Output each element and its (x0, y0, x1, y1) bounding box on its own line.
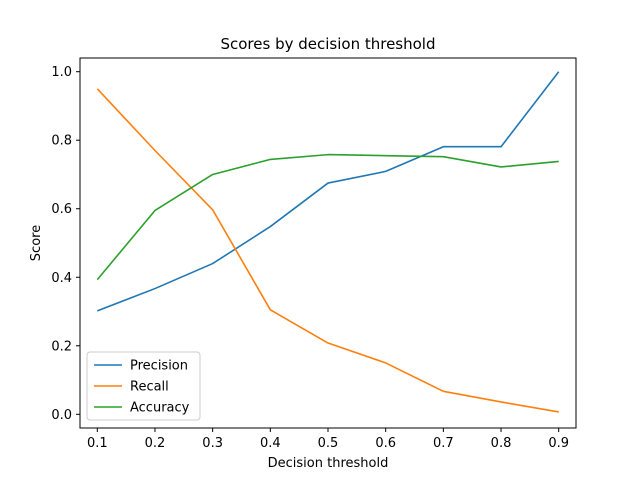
x-tick-label: 0.6 (375, 436, 396, 451)
legend-label-precision: Precision (130, 359, 188, 374)
legend-label-accuracy: Accuracy (130, 401, 190, 416)
chart-title: Scores by decision threshold (220, 35, 435, 53)
x-tick-label: 0.3 (202, 436, 223, 451)
series-line-accuracy (96, 153, 559, 281)
x-tick-label: 0.1 (87, 436, 108, 451)
y-axis-ticks: 0.0 0.2 0.4 0.6 0.8 1.0 (51, 65, 80, 423)
x-tick-label: 0.5 (318, 436, 339, 451)
plot-lines (96, 71, 560, 413)
x-axis-ticks: 0.1 0.2 0.3 0.4 0.5 0.6 0.7 0.8 0.9 (87, 428, 569, 451)
x-tick-label: 0.7 (433, 436, 454, 451)
y-tick-label: 0.0 (51, 408, 72, 423)
y-tick-label: 0.2 (51, 339, 72, 354)
x-tick-label: 0.9 (548, 436, 569, 451)
y-tick-label: 1.0 (51, 65, 72, 80)
y-tick-label: 0.8 (51, 134, 72, 149)
x-tick-label: 0.8 (491, 436, 512, 451)
x-tick-label: 0.4 (260, 436, 281, 451)
series-line-recall (96, 88, 559, 413)
x-axis-label: Decision threshold (268, 456, 389, 471)
legend-label-recall: Recall (130, 380, 169, 395)
x-tick-label: 0.2 (145, 436, 166, 451)
y-tick-label: 0.6 (51, 202, 72, 217)
legend: Precision Recall Accuracy (86, 351, 201, 421)
series-line-precision (97, 71, 560, 312)
legend-box (86, 351, 201, 421)
y-tick-label: 0.4 (51, 271, 72, 286)
y-axis-label: Score (29, 225, 44, 261)
